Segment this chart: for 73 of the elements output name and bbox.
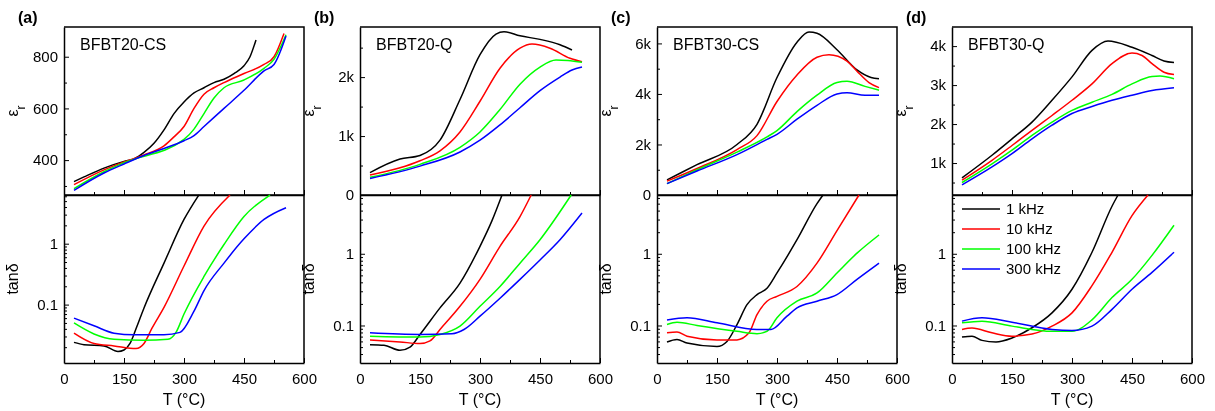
y-tick-label: 1	[642, 245, 651, 263]
chart-title: (a)	[18, 9, 38, 26]
y-tick-label: 400	[32, 151, 58, 169]
x-tick-label: 150	[999, 370, 1026, 387]
line-series	[73, 194, 231, 350]
y-tick-label: 1	[49, 234, 58, 252]
x-tick-label: 600	[291, 370, 318, 387]
y-tick-label: 0	[345, 186, 354, 204]
x-axis-title: T (°C)	[162, 391, 206, 408]
annotation: BFBT30-CS	[673, 36, 760, 53]
y-tick-label: 0.1	[925, 316, 946, 334]
x-tick-label: 450	[1119, 370, 1146, 387]
y-axis-title: tanδ	[892, 263, 909, 295]
y-tick-label: 2k	[338, 68, 355, 86]
x-tick-label: 450	[527, 370, 554, 387]
line-series	[369, 194, 532, 345]
x-tick-label: 300	[171, 370, 198, 387]
x-axis-title: T (°C)	[755, 391, 799, 408]
annotation: BFBT20-Q	[376, 36, 453, 53]
line-series	[666, 262, 880, 331]
chart-title: (c)	[611, 9, 631, 26]
y-tick-label: 3k	[930, 76, 947, 94]
y-tick-label: 0.1	[37, 295, 58, 313]
y-tick-label: 0.1	[630, 316, 651, 334]
line-series	[73, 206, 287, 336]
y-axis-title: tanδ	[4, 263, 21, 295]
y-tick-label: 800	[32, 48, 58, 66]
annotation: BFBT30-Q	[968, 36, 1045, 53]
y-tick-label: 2k	[635, 135, 652, 153]
line-series	[73, 39, 257, 183]
x-tick-label: 150	[704, 370, 731, 387]
y-axis-title: tanδ	[300, 263, 317, 295]
x-tick-label: 600	[884, 370, 911, 387]
line-series	[369, 194, 572, 338]
chart-title: (b)	[314, 9, 335, 26]
y-tick-label: 0	[642, 186, 651, 204]
y-tick-label: 0.1	[333, 316, 354, 334]
x-tick-label: 150	[407, 370, 434, 387]
y-tick-label: 600	[32, 99, 58, 117]
x-tick-label: 0	[60, 370, 69, 387]
x-tick-label: 300	[467, 370, 494, 387]
x-tick-label: 450	[231, 370, 258, 387]
line-series	[73, 194, 271, 341]
line-series	[666, 194, 860, 341]
x-tick-label: 300	[1059, 370, 1086, 387]
line-series	[666, 54, 880, 182]
y-tick-label: 4k	[930, 37, 947, 55]
legend-label: 1 kHz	[1006, 200, 1045, 217]
annotation: BFBT20-CS	[80, 36, 167, 53]
line-series	[961, 224, 1175, 333]
legend-label: 100 kHz	[1006, 240, 1062, 257]
legend-label: 300 kHz	[1006, 260, 1062, 277]
x-axis-title: T (°C)	[458, 391, 502, 408]
x-axis-title: T (°C)	[1050, 391, 1094, 408]
x-tick-label: 450	[824, 370, 851, 387]
legend-label: 10 kHz	[1006, 220, 1053, 237]
y-tick-label: 1k	[338, 127, 355, 145]
y-tick-label: 1	[937, 245, 946, 263]
y-tick-label: 6k	[635, 34, 652, 52]
y-axis-title: tanδ	[597, 263, 614, 295]
line-series	[369, 212, 583, 336]
y-tick-label: 1	[345, 245, 354, 263]
line-series	[961, 194, 1149, 337]
line-series	[666, 234, 880, 335]
line-series	[666, 31, 880, 181]
x-tick-label: 600	[587, 370, 614, 387]
x-tick-label: 300	[764, 370, 791, 387]
chart-title: (d)	[906, 9, 927, 26]
y-tick-label: 1k	[930, 154, 947, 172]
x-tick-label: 150	[111, 370, 138, 387]
x-tick-label: 600	[1179, 370, 1206, 387]
y-tick-label: 2k	[930, 115, 947, 133]
y-tick-label: 4k	[635, 85, 652, 103]
